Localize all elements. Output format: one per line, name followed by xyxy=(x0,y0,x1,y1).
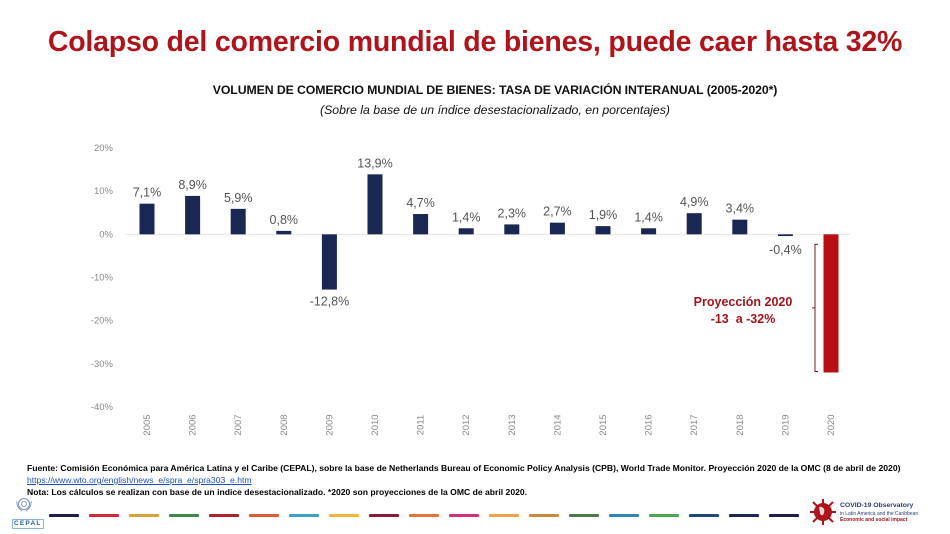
x-tick-label: 2018 xyxy=(735,414,746,435)
data-label: 7,1% xyxy=(133,186,162,200)
color-stripe xyxy=(649,514,679,517)
y-tick-label: 20% xyxy=(94,143,114,154)
annotation-line1: Proyección 2020 xyxy=(694,295,793,309)
bar xyxy=(139,203,155,235)
y-tick-label: -10% xyxy=(91,273,114,284)
x-tick-label: 2019 xyxy=(780,414,791,435)
bar-projection xyxy=(823,234,839,373)
chart-subtitle: (Sobre la base de un índice desestaciona… xyxy=(319,103,670,117)
covid-observatory-title: COVID-19 Observatory xyxy=(840,502,914,509)
bar-chart: 20% 10% 0% -10% -20% -30% -40% 7,1% 8,9% 5,9% 0,8… xyxy=(91,143,850,436)
x-tick-label: 2016 xyxy=(644,414,655,435)
color-stripe xyxy=(489,514,519,517)
slide-headline: Colapso del comercio mundial de bienes, … xyxy=(47,26,903,58)
x-tick-label: 2010 xyxy=(370,414,381,435)
x-tick-label: 2007 xyxy=(233,414,244,435)
color-stripe xyxy=(169,514,199,517)
x-tick-label: 2009 xyxy=(324,414,335,435)
bar xyxy=(321,234,337,290)
x-tick-label: 2008 xyxy=(279,414,290,435)
bar xyxy=(732,219,748,235)
un-emblem-icon xyxy=(16,498,32,512)
color-stripe xyxy=(329,514,359,517)
bar xyxy=(641,228,657,235)
data-label: 5,9% xyxy=(224,191,253,205)
cepal-logo: CEPAL xyxy=(12,519,44,529)
annotation-line2: -13 a -32% xyxy=(711,312,776,326)
color-stripe xyxy=(529,514,559,517)
color-stripe xyxy=(449,514,479,517)
x-tick-label: 2013 xyxy=(507,414,518,435)
x-axis: 2005 2006 2007 2008 2009 2010 2011 2012 2013 2014… xyxy=(142,414,837,435)
chart-title: VOLUMEN DE COMERCIO MUNDIAL DE BIENES: T… xyxy=(212,83,778,97)
color-stripe xyxy=(289,514,319,517)
color-stripe xyxy=(769,514,799,517)
projection-annotation: Proyección 2020 -13 a -32% xyxy=(694,243,818,372)
color-stripe xyxy=(409,514,439,517)
color-stripe xyxy=(609,514,639,517)
data-label: 2,7% xyxy=(543,205,572,219)
data-label: 1,9% xyxy=(589,208,618,222)
y-tick-label: 10% xyxy=(94,186,114,197)
bar xyxy=(276,230,292,235)
bar xyxy=(413,214,429,235)
y-tick-label: -40% xyxy=(91,402,114,413)
data-label: 4,7% xyxy=(406,196,435,210)
y-axis: 20% 10% 0% -10% -20% -30% -40% xyxy=(91,143,114,413)
bar xyxy=(686,213,702,235)
bar xyxy=(458,228,474,235)
bar xyxy=(549,222,565,235)
decorative-stripes xyxy=(49,514,799,517)
data-label: 1,4% xyxy=(452,210,481,224)
x-tick-label: 2006 xyxy=(188,414,199,435)
x-tick-label: 2005 xyxy=(142,414,153,435)
color-stripe xyxy=(89,514,119,517)
color-stripe xyxy=(369,514,399,517)
color-stripe xyxy=(49,514,79,517)
bar xyxy=(595,226,611,235)
bar xyxy=(504,224,520,235)
bar xyxy=(367,174,383,235)
y-tick-label: 0% xyxy=(99,229,113,240)
covid-observatory-tagline: Economic and social impact xyxy=(840,517,908,523)
bar xyxy=(185,195,201,235)
data-labels-group: 7,1% 8,9% 5,9% 0,8% -12,8% 13,9% 4,7% 1,4% 2,3% 2… xyxy=(133,156,802,308)
x-tick-label: 2011 xyxy=(416,415,427,435)
x-tick-label: 2014 xyxy=(552,414,563,435)
color-stripe xyxy=(569,514,599,517)
footer-note: Nota: Los cálculos se realizan con base … xyxy=(27,487,528,497)
data-label: 8,9% xyxy=(178,178,207,192)
y-tick-label: -20% xyxy=(91,316,114,327)
x-tick-label: 2015 xyxy=(598,414,609,435)
data-label: 3,4% xyxy=(726,202,755,216)
bars-group xyxy=(139,174,839,373)
bar xyxy=(230,208,246,235)
data-label: -0,4% xyxy=(769,243,802,257)
covid-virus-icon xyxy=(810,499,836,525)
footer-source: Fuente: Comisión Económica para América … xyxy=(27,463,901,473)
data-label: 1,4% xyxy=(634,210,663,224)
color-stripe xyxy=(249,514,279,517)
x-tick-label: 2020 xyxy=(826,414,837,435)
footer-link[interactable]: https://www.wto.org/english/news_e/spra_… xyxy=(27,475,252,485)
y-tick-label: -30% xyxy=(91,359,114,370)
data-label: 0,8% xyxy=(270,213,299,227)
x-tick-label: 2017 xyxy=(689,414,700,435)
color-stripe xyxy=(729,514,759,517)
bracket xyxy=(812,243,818,372)
x-tick-label: 2012 xyxy=(461,414,472,435)
color-stripe xyxy=(209,514,239,517)
data-label: 2,3% xyxy=(498,206,527,220)
color-stripe xyxy=(129,514,159,517)
covid-observatory-subtitle: in Latin America and the Caribbean xyxy=(840,511,919,517)
data-label: -12,8% xyxy=(310,295,350,309)
bar xyxy=(777,234,793,237)
data-label: 4,9% xyxy=(680,195,709,209)
data-label: 13,9% xyxy=(357,156,392,170)
color-stripe xyxy=(689,514,719,517)
